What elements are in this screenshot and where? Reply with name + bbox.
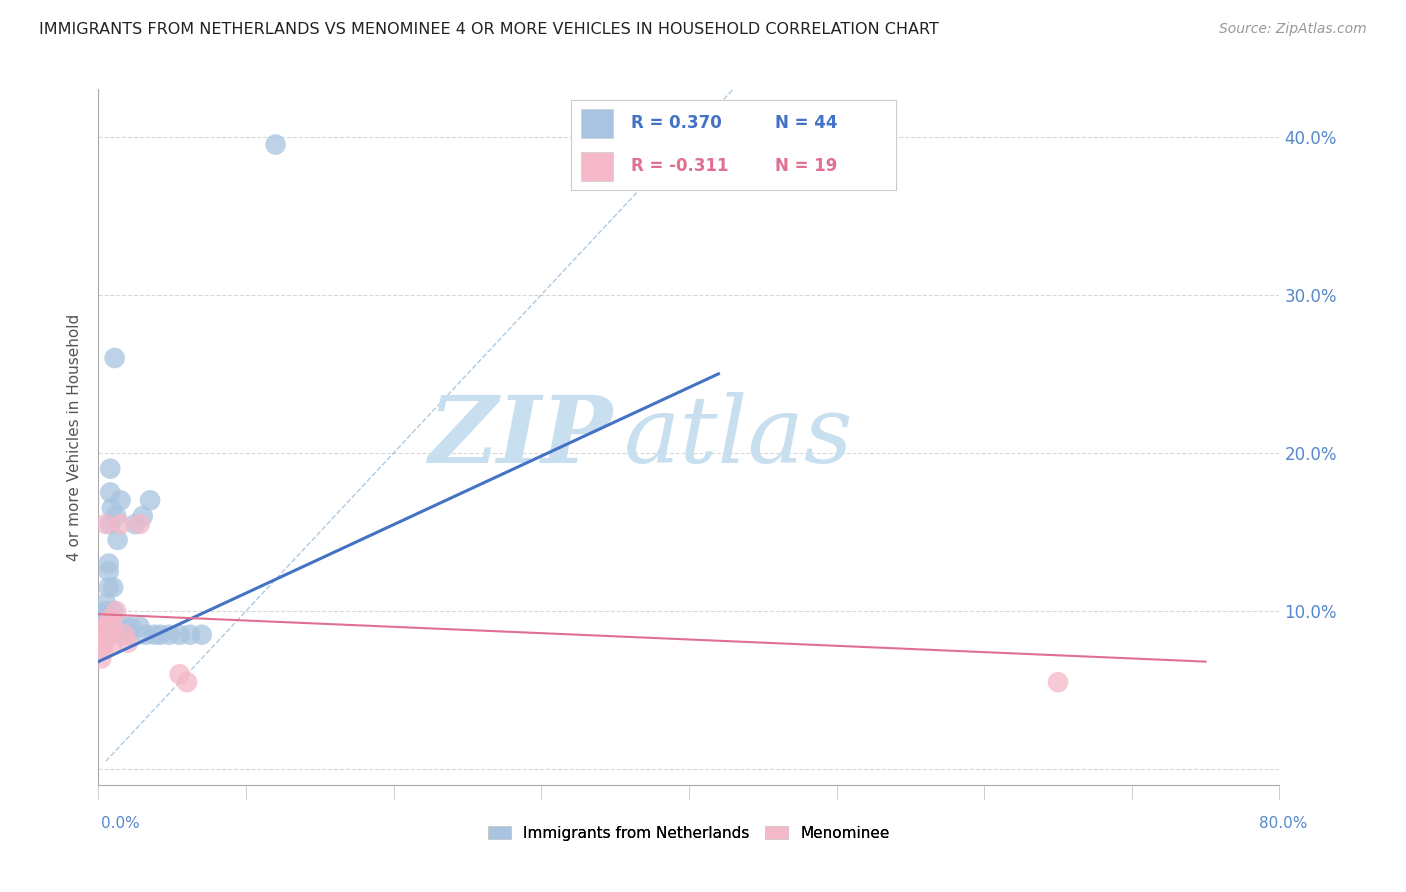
Text: Source: ZipAtlas.com: Source: ZipAtlas.com <box>1219 22 1367 37</box>
Point <box>94 516 117 531</box>
Point <box>103 580 125 594</box>
Point <box>93 620 115 634</box>
Point <box>90 651 112 665</box>
Point <box>143 628 166 642</box>
Point <box>93 635 115 649</box>
Point <box>97 628 120 642</box>
Point <box>120 620 142 634</box>
Point <box>104 351 127 365</box>
Point <box>105 509 128 524</box>
Point <box>98 612 121 626</box>
Point <box>157 628 180 642</box>
Point <box>103 620 125 634</box>
Point <box>117 635 139 649</box>
Point <box>94 596 117 610</box>
Point <box>90 612 112 626</box>
Point <box>100 501 122 516</box>
Point <box>91 607 114 622</box>
Point <box>94 607 117 622</box>
Point <box>128 620 150 634</box>
Point <box>111 628 134 642</box>
Point <box>176 675 198 690</box>
Point <box>117 628 139 642</box>
Point <box>103 635 125 649</box>
Point <box>98 461 121 475</box>
Text: IMMIGRANTS FROM NETHERLANDS VS MENOMINEE 4 OR MORE VEHICLES IN HOUSEHOLD CORRELA: IMMIGRANTS FROM NETHERLANDS VS MENOMINEE… <box>39 22 939 37</box>
Point <box>114 620 136 634</box>
Point <box>96 620 118 634</box>
Point <box>169 667 191 681</box>
Y-axis label: 4 or more Vehicles in Household: 4 or more Vehicles in Household <box>67 313 83 561</box>
Point <box>98 516 121 531</box>
Point <box>90 620 112 634</box>
Point <box>96 620 118 634</box>
Point <box>98 485 121 500</box>
Point <box>105 604 128 618</box>
Point <box>93 612 115 626</box>
Point <box>97 557 120 571</box>
Point <box>91 643 114 657</box>
Point <box>149 628 172 642</box>
Point <box>139 493 162 508</box>
Point <box>93 623 115 637</box>
Point <box>93 616 115 631</box>
Text: atlas: atlas <box>624 392 853 482</box>
Point <box>169 628 191 642</box>
Point <box>1046 675 1070 690</box>
Point <box>128 516 150 531</box>
Point <box>132 509 155 524</box>
Point <box>124 516 146 531</box>
Text: 0.0%: 0.0% <box>101 816 141 831</box>
Point <box>97 580 120 594</box>
Point <box>91 628 114 642</box>
Point <box>110 516 132 531</box>
Point <box>103 604 125 618</box>
Point <box>135 628 157 642</box>
Point <box>91 616 114 631</box>
Text: ZIP: ZIP <box>427 392 612 482</box>
Point <box>97 565 120 579</box>
Point <box>110 493 132 508</box>
Point <box>96 612 118 626</box>
Point <box>191 628 214 642</box>
Point <box>94 620 117 634</box>
Point <box>94 604 117 618</box>
Point <box>96 628 118 642</box>
Point <box>114 628 136 642</box>
Legend: Immigrants from Netherlands, Menominee: Immigrants from Netherlands, Menominee <box>482 820 896 847</box>
Point <box>264 137 287 152</box>
Text: 80.0%: 80.0% <box>1260 816 1308 831</box>
Point <box>107 533 129 547</box>
Point <box>91 635 114 649</box>
Point <box>179 628 201 642</box>
